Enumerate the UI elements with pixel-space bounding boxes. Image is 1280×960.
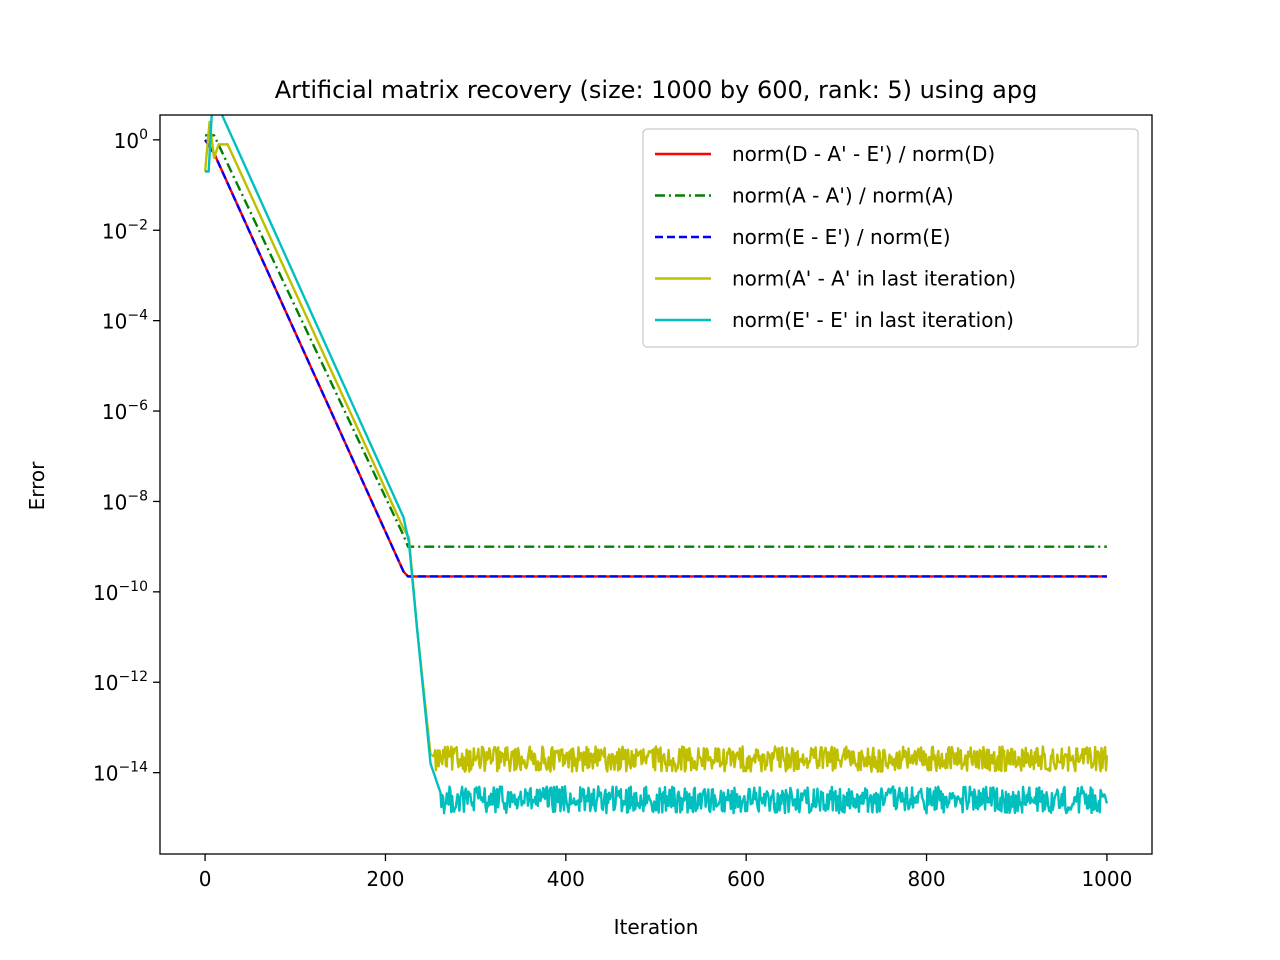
axes-frame: [159, 114, 1153, 855]
y-tick-label: 100: [114, 127, 148, 153]
x-axis-label: Iteration: [614, 915, 699, 939]
legend-label-4: norm(A' - A' in last iteration): [732, 267, 1016, 291]
legend-box: [642, 128, 1139, 348]
x-tick-label: 1000: [1081, 867, 1132, 891]
series-line-3: [204, 139, 1107, 578]
y-tick-label: 10−8: [102, 488, 148, 514]
chart-title: Artificial matrix recovery (size: 1000 b…: [275, 76, 1038, 104]
x-tick-label: 200: [366, 867, 404, 891]
y-tick-label: 10−14: [93, 760, 148, 786]
y-axis-label: Error: [25, 461, 49, 511]
legend-label-2: norm(A - A') / norm(A): [732, 184, 954, 208]
y-tick-label: 10−6: [102, 398, 148, 424]
y-axis: 100 10−2 10−4 10−6 10−8 10−10 10−12 10−14: [93, 127, 160, 786]
x-tick-label: 600: [727, 867, 765, 891]
x-axis: 0 200 400 600 800 1000: [199, 854, 1132, 891]
legend-label-3: norm(E - E') / norm(E): [732, 225, 951, 249]
legend-label-5: norm(E' - E' in last iteration): [732, 308, 1014, 332]
x-tick-label: 0: [199, 867, 212, 891]
y-tick-label: 10−4: [102, 308, 148, 334]
x-tick-label: 400: [547, 867, 585, 891]
y-tick-label: 10−10: [93, 579, 148, 605]
x-tick-label: 800: [907, 867, 945, 891]
series-line-5: [204, 115, 1109, 815]
series-line-4: [203, 120, 1109, 773]
legend: norm(D - A' - E') / norm(D) norm(A - A') …: [642, 128, 1139, 348]
y-tick-label: 10−12: [93, 669, 148, 695]
legend-label-1: norm(D - A' - E') / norm(D): [732, 142, 995, 166]
y-tick-label: 10−2: [102, 217, 148, 243]
